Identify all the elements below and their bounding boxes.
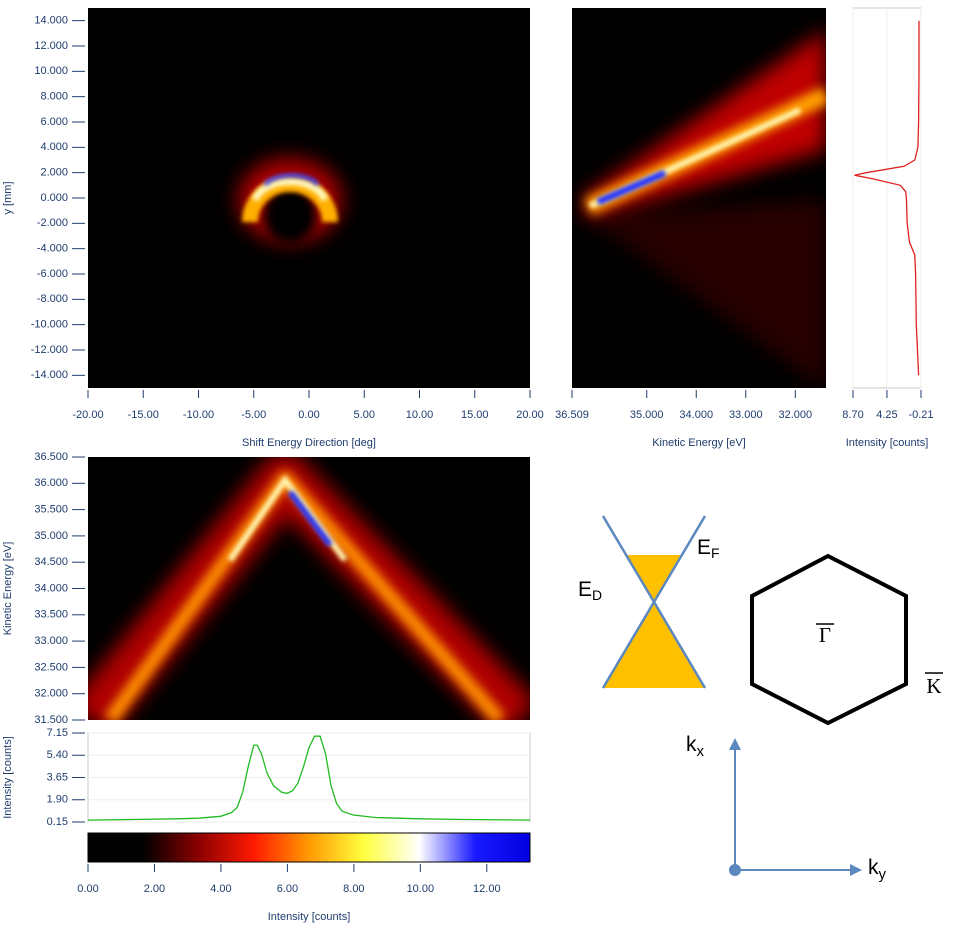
- y-tick-label: 10.000: [34, 65, 68, 77]
- x-tick-label: -0.21: [908, 409, 933, 421]
- x-tick-label: 10.00: [407, 883, 435, 895]
- x-tick-label: 10.00: [406, 409, 434, 421]
- x-tick-label: 34.000: [679, 409, 713, 421]
- x-tick-label: 8.00: [343, 883, 364, 895]
- dirac-main: E: [578, 578, 592, 601]
- y-tick-label: -12.000: [31, 344, 68, 356]
- x-tick-label: 33.000: [729, 409, 763, 421]
- x-tick-label: 35.000: [630, 409, 664, 421]
- y-tick-label: -2.000: [37, 217, 68, 229]
- brillouin-zone: Γ K: [750, 553, 943, 726]
- y-tick-label: 5.40: [47, 749, 68, 761]
- fermi-sub: F: [711, 545, 720, 561]
- kx-label: kx: [686, 733, 705, 760]
- y-tick-label: 34.000: [34, 582, 68, 594]
- x-tick-label: -20.00: [72, 409, 103, 421]
- y-tick-label: 32.500: [34, 661, 68, 673]
- y-tick-label: 6.000: [40, 116, 68, 128]
- ky-sub: y: [879, 866, 887, 883]
- y-tick-label: -10.000: [31, 319, 68, 331]
- x-tick-label: 6.00: [277, 883, 298, 895]
- y-axis-label: Kinetic Energy [eV]: [2, 542, 14, 636]
- dirac-label: ED: [578, 578, 602, 603]
- x-tick-label: 20.00: [516, 409, 544, 421]
- heatmap-energy: [572, 8, 826, 388]
- y-tick-label: 33.000: [34, 635, 68, 647]
- y-tick-label: 31.500: [34, 714, 68, 726]
- y-tick-label: 12.000: [34, 40, 68, 52]
- k-axes: kx ky: [686, 733, 887, 883]
- y-axis-label: Intensity [counts]: [2, 736, 14, 819]
- x-tick-label: 5.00: [354, 409, 375, 421]
- fermi-main: E: [697, 536, 711, 559]
- y-tick-label: 8.000: [40, 91, 68, 103]
- y-tick-label: 35.500: [34, 504, 68, 516]
- x-tick-label: 4.25: [876, 409, 897, 421]
- x-tick-label: 4.00: [210, 883, 231, 895]
- fermi-label: EF: [697, 536, 720, 561]
- y-tick-label: 7.15: [47, 727, 68, 739]
- x-tick-label: 2.00: [144, 883, 165, 895]
- y-tick-label: 14.000: [34, 15, 68, 27]
- x-axis-label: Kinetic Energy [eV]: [652, 437, 746, 449]
- y-tick-label: -6.000: [37, 268, 68, 280]
- x-tick-label: 8.70: [842, 409, 863, 421]
- y-tick-label: 32.000: [34, 688, 68, 700]
- heatmap-dispersion: [88, 457, 530, 720]
- x-tick-label: 0.00: [298, 409, 319, 421]
- dirac-cone: EF ED: [578, 515, 720, 689]
- heatmap-xy: [88, 8, 530, 388]
- y-tick-label: 2.000: [40, 167, 68, 179]
- y-tick-label: 35.000: [34, 530, 68, 542]
- profile-line: [854, 20, 920, 376]
- kx-sub: x: [697, 743, 705, 760]
- y-tick-label: 1.90: [47, 794, 68, 806]
- y-tick-label: -8.000: [37, 293, 68, 305]
- y-tick-label: 0.000: [40, 192, 68, 204]
- gamma-label: Γ: [819, 623, 831, 647]
- x-tick-label: 32.000: [778, 409, 812, 421]
- x-tick-label: 36.509: [555, 409, 589, 421]
- colorbar: [87, 832, 531, 863]
- x-axis-label: Shift Energy Direction [deg]: [242, 437, 376, 449]
- y-tick-label: -14.000: [31, 369, 68, 381]
- y-tick-label: 4.000: [40, 141, 68, 153]
- x-axis-label: Intensity [counts]: [846, 437, 929, 449]
- profile-line: [87, 735, 531, 821]
- y-tick-label: 36.000: [34, 477, 68, 489]
- kx-main: k: [686, 733, 697, 756]
- k-point-label: K: [926, 674, 941, 698]
- x-tick-label: -5.00: [241, 409, 266, 421]
- x-tick-label: 15.00: [461, 409, 489, 421]
- x-tick-label: -10.00: [183, 409, 214, 421]
- y-tick-label: 34.500: [34, 556, 68, 568]
- ky-main: k: [868, 856, 879, 879]
- x-axis-label: Intensity [counts]: [268, 911, 351, 923]
- x-tick-label: 12.00: [473, 883, 501, 895]
- y-axis-label: y [mm]: [2, 182, 14, 215]
- y-tick-label: 33.500: [34, 609, 68, 621]
- x-tick-label: -15.00: [128, 409, 159, 421]
- x-tick-label: 0.00: [77, 883, 98, 895]
- y-tick-label: 3.65: [47, 771, 68, 783]
- dirac-sub: D: [592, 587, 602, 603]
- ky-label: ky: [868, 856, 887, 883]
- y-tick-label: 36.500: [34, 451, 68, 463]
- y-tick-label: 0.15: [47, 816, 68, 828]
- y-tick-label: -4.000: [37, 243, 68, 255]
